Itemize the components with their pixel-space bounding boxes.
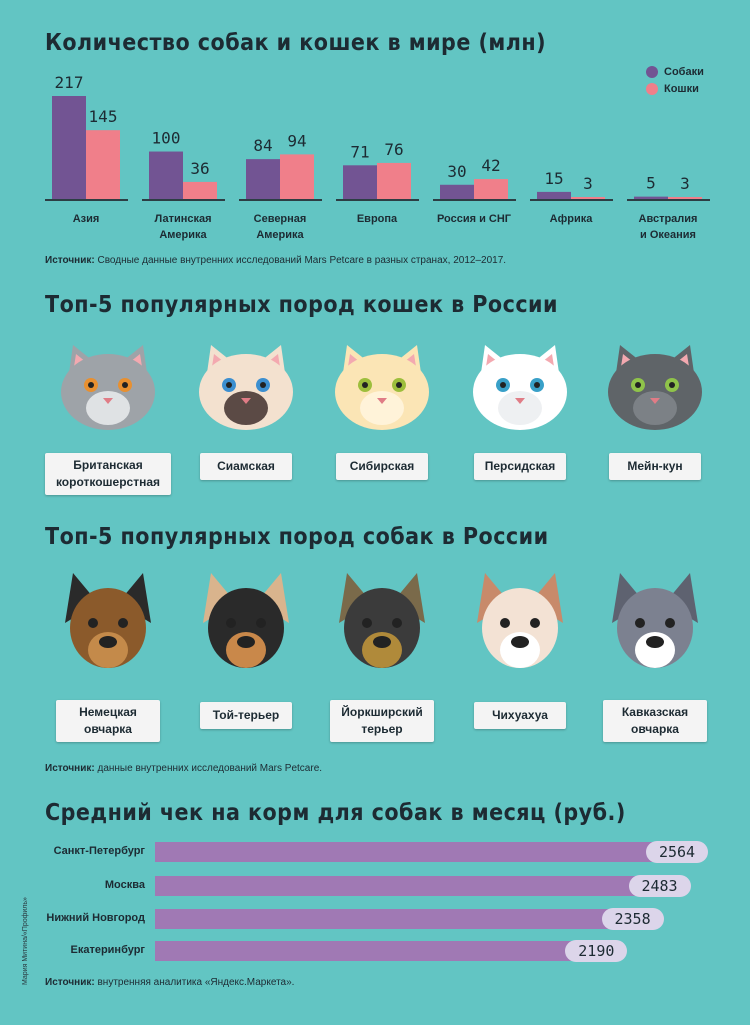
- bar-dogs: [537, 191, 571, 199]
- category-label: Европа: [357, 213, 398, 225]
- category-label: Россия и СНГ: [437, 213, 512, 225]
- cat-breed-label: Сиамская: [200, 453, 292, 480]
- bar-value-label: 30: [447, 162, 466, 181]
- cat-breed-label: Персидская: [474, 453, 566, 480]
- bar-cats: [280, 154, 314, 199]
- cat-face-icon: [53, 340, 163, 440]
- city-value-pill: 2190: [565, 940, 628, 962]
- cat-face-icon: [327, 340, 437, 440]
- bar-value-label: 217: [55, 73, 84, 92]
- bar-cats: [86, 130, 120, 199]
- bar-cats: [571, 197, 605, 199]
- source-text: данные внутренних исследований Mars Petc…: [94, 763, 323, 774]
- city-value-pill: 2564: [646, 841, 708, 863]
- city-label: Нижний Новгород: [46, 912, 145, 924]
- bar-cats: [183, 181, 217, 199]
- city-label: Екатеринбург: [70, 944, 145, 956]
- dog-face-icon: [600, 568, 710, 683]
- bar-value-label: 42: [481, 156, 500, 175]
- bar-dogs: [52, 96, 86, 199]
- bar-value-label: 5: [646, 174, 656, 193]
- city-bar: [155, 941, 608, 961]
- bar-value-label: 94: [287, 131, 306, 150]
- category-label: Азия: [73, 213, 100, 225]
- legend-dogs: Собаки: [646, 66, 704, 78]
- source-text: внутренняя аналитика «Яндекс.Маркета».: [94, 977, 295, 988]
- category-label: Австралия: [639, 213, 698, 225]
- cat-face-icon: [465, 340, 575, 440]
- dogs-title: Топ-5 популярных пород собак в России: [45, 524, 549, 550]
- dog-face-icon: [53, 568, 163, 683]
- chart1-title: Количество собак и кошек в мире (млн): [45, 30, 547, 56]
- dog-breed-label: Чихуахуа: [474, 702, 566, 729]
- bar-value-label: 3: [583, 174, 593, 193]
- chart2-title: Средний чек на корм для собак в месяц (р…: [45, 800, 626, 826]
- source-label: Источник:: [45, 763, 95, 774]
- dog-breed-label: Йоркширский терьер: [330, 700, 434, 742]
- city-value-pill: 2358: [601, 908, 664, 930]
- category-label: Америка: [256, 229, 304, 241]
- bar-dogs: [149, 151, 183, 199]
- dog-face-icon: [465, 568, 575, 683]
- city-bar: [155, 842, 688, 862]
- dog-face-icon: [191, 568, 301, 683]
- cat-face-icon: [191, 340, 301, 440]
- bar-value-label: 71: [350, 142, 369, 161]
- legend-dogs-swatch: [646, 66, 658, 78]
- category-label: Америка: [159, 229, 207, 241]
- cat-breed-label: Сибирская: [336, 453, 428, 480]
- cat-breed-label: Британская короткошерстная: [45, 453, 171, 495]
- category-label: Северная: [254, 213, 307, 225]
- legend-dogs-label: Собаки: [664, 66, 704, 78]
- bar-cats: [668, 197, 702, 199]
- category-label: Африка: [550, 213, 594, 225]
- dogs-source: Источник: данные внутренних исследований…: [45, 763, 322, 774]
- city-bar: [155, 909, 644, 929]
- dog-breed-label: Кавказская овчарка: [603, 700, 707, 742]
- bar-dogs: [634, 196, 668, 199]
- dog-breed-label: Немецкая овчарка: [56, 700, 160, 742]
- bar-value-label: 76: [384, 140, 403, 159]
- source-label: Источник:: [45, 255, 95, 266]
- cats-title: Топ-5 популярных пород кошек в России: [45, 292, 558, 318]
- bar-dogs: [440, 184, 474, 199]
- chart1-source: Источник: Сводные данные внутренних иссл…: [45, 255, 506, 266]
- author-credit: Мария Митина/«Профиль»: [22, 897, 29, 985]
- city-label: Санкт-Петербург: [53, 845, 145, 857]
- source-label: Источник:: [45, 977, 95, 988]
- bar-value-label: 84: [253, 136, 272, 155]
- category-label: и Океания: [640, 229, 696, 241]
- bar-dogs: [343, 165, 377, 199]
- bar-value-label: 15: [544, 169, 563, 188]
- city-bar: [155, 876, 671, 896]
- bar-value-label: 36: [190, 159, 209, 178]
- bar-cats: [377, 162, 411, 199]
- category-label: Латинская: [154, 213, 211, 225]
- bar-cats: [474, 179, 508, 199]
- bar-value-label: 145: [89, 107, 118, 126]
- legend-cats: Кошки: [646, 83, 699, 95]
- bar-value-label: 100: [152, 129, 181, 148]
- dog-face-icon: [327, 568, 437, 683]
- bar-dogs: [246, 159, 280, 199]
- legend-cats-label: Кошки: [664, 83, 699, 95]
- cat-face-icon: [600, 340, 710, 440]
- dog-breed-label: Той-терьер: [200, 702, 292, 729]
- chart2-source: Источник: внутренняя аналитика «Яндекс.М…: [45, 977, 294, 988]
- chart1-plot: 217 145 Азия 100 36 Латинская Америка 84 94 Север…: [45, 73, 710, 241]
- cat-breed-label: Мейн-кун: [609, 453, 701, 480]
- bar-value-label: 3: [680, 174, 690, 193]
- city-value-pill: 2483: [628, 875, 691, 897]
- legend-cats-swatch: [646, 83, 658, 95]
- city-label: Москва: [104, 879, 145, 891]
- source-text: Сводные данные внутренних исследований M…: [94, 255, 507, 266]
